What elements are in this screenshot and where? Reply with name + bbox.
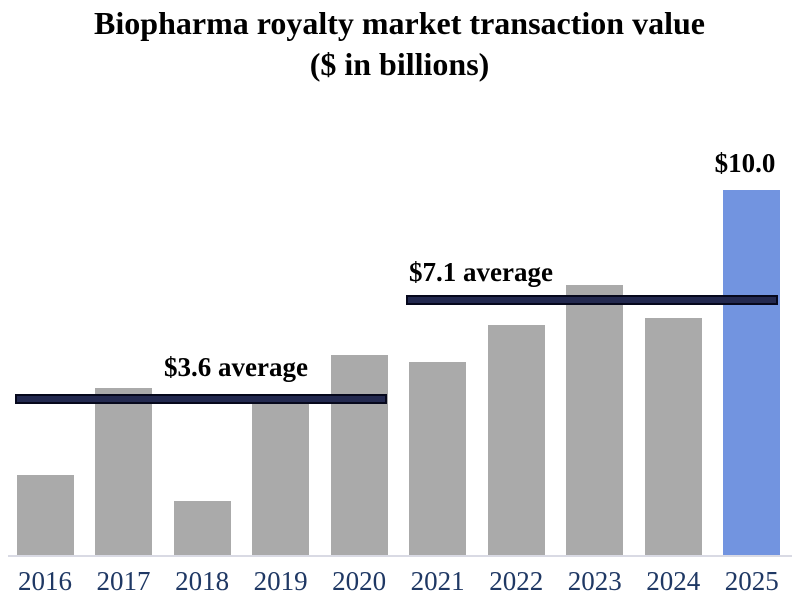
x-axis-line: [8, 555, 792, 557]
average-label-2016-2020: $3.6 average: [164, 352, 308, 382]
average-label-2021-2025: $7.1 average: [409, 257, 553, 287]
average-line-2016-2020: [15, 394, 387, 404]
x-tick-2020: 2020: [332, 566, 387, 596]
x-tick-2022: 2022: [489, 566, 544, 596]
x-tick-2019: 2019: [253, 566, 308, 596]
bar-2017: [95, 388, 152, 556]
bar-2025: [723, 190, 781, 556]
x-tick-2023: 2023: [567, 566, 622, 596]
x-tick-2024: 2024: [646, 566, 701, 596]
bar-2023: [566, 285, 624, 556]
chart-title: Biopharma royalty market transaction val…: [0, 3, 799, 85]
bar-2018: [173, 501, 231, 556]
average-line-2021-2025: [406, 295, 778, 305]
bar-2019: [252, 402, 310, 556]
x-tick-2025: 2025: [724, 566, 779, 596]
bar-2020: [330, 355, 388, 556]
chart-title-line2: ($ in billions): [309, 46, 490, 82]
bar-2016: [16, 475, 74, 556]
x-tick-2018: 2018: [175, 566, 230, 596]
chart-title-line1: Biopharma royalty market transaction val…: [94, 5, 705, 41]
bar-2021: [409, 362, 467, 556]
x-tick-2021: 2021: [410, 566, 465, 596]
bar-2024: [644, 318, 702, 556]
x-tick-2017: 2017: [96, 566, 151, 596]
bar-value-label-2025: $10.0: [714, 148, 776, 178]
bar-2022: [487, 325, 545, 556]
x-tick-2016: 2016: [18, 566, 72, 596]
